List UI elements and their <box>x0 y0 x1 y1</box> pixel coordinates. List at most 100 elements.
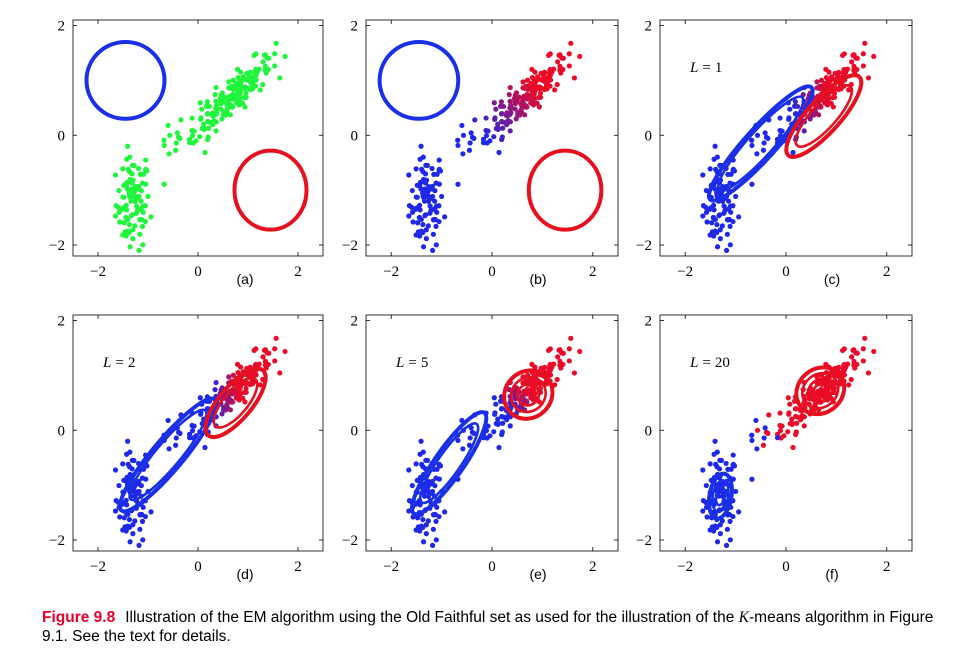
component-ellipse-red <box>203 366 268 440</box>
data-point <box>762 130 768 136</box>
data-point <box>717 531 723 537</box>
data-point <box>409 204 415 211</box>
data-point <box>786 410 792 416</box>
data-point <box>712 438 718 444</box>
figure-number: Figure 9.8 <box>42 609 116 626</box>
data-point <box>230 77 236 83</box>
data-point <box>282 348 288 355</box>
iteration-equals: = <box>702 60 710 76</box>
data-point <box>730 461 736 467</box>
data-point <box>552 87 558 93</box>
data-point <box>495 121 501 127</box>
x-tick-label: 2 <box>883 559 891 575</box>
data-point <box>125 143 131 149</box>
data-point <box>260 354 266 360</box>
data-point <box>263 365 269 371</box>
data-point <box>511 390 517 397</box>
data-point <box>189 422 195 429</box>
data-point <box>761 140 767 146</box>
data-point <box>138 188 144 194</box>
data-point <box>547 346 553 352</box>
data-point <box>760 147 767 153</box>
data-point <box>721 203 727 209</box>
iteration-var: L <box>102 355 111 371</box>
data-point <box>712 143 718 149</box>
data-point <box>143 157 149 163</box>
caption-variable-k: K <box>738 609 749 626</box>
data-point <box>436 476 442 482</box>
data-point <box>126 190 132 196</box>
data-point <box>189 115 195 121</box>
data-point <box>426 183 432 190</box>
data-point <box>226 79 232 85</box>
data-point <box>723 542 730 549</box>
data-point <box>460 132 467 138</box>
data-point <box>213 84 219 91</box>
data-point <box>125 216 131 223</box>
data-point <box>125 438 131 444</box>
data-point <box>765 430 771 436</box>
y-tick-label: 2 <box>645 313 653 329</box>
data-point <box>414 205 420 211</box>
component-ellipse-red <box>807 377 834 404</box>
data-point <box>139 223 146 229</box>
data-point <box>725 171 731 177</box>
panel-label: (e) <box>529 566 546 582</box>
data-point <box>547 51 553 57</box>
data-point <box>272 358 278 364</box>
data-point <box>754 151 760 157</box>
data-point <box>704 514 710 520</box>
data-point <box>166 151 172 157</box>
data-point <box>178 117 184 123</box>
data-point <box>197 100 203 106</box>
data-point <box>423 457 429 463</box>
data-point <box>218 101 224 107</box>
data-point <box>121 515 127 521</box>
data-point <box>120 205 127 211</box>
data-point <box>799 413 805 419</box>
iteration-label: L = 5 <box>395 355 428 371</box>
data-point <box>186 140 193 146</box>
data-point <box>555 354 561 360</box>
data-point <box>708 205 714 211</box>
data-point <box>700 508 706 514</box>
data-point <box>528 100 534 106</box>
data-point <box>528 395 534 401</box>
data-point <box>132 223 138 229</box>
y-tick-label: 2 <box>351 313 359 329</box>
data-point <box>846 87 852 93</box>
data-point <box>720 183 726 190</box>
data-point <box>213 379 219 386</box>
data-point <box>140 209 146 215</box>
data-point <box>762 425 768 431</box>
data-point <box>193 138 199 144</box>
data-point <box>148 509 154 515</box>
data-point <box>233 389 239 395</box>
data-point <box>491 395 497 401</box>
data-point <box>415 220 421 226</box>
data-point <box>709 524 716 530</box>
data-point <box>419 166 425 172</box>
data-point <box>492 410 498 416</box>
data-point <box>841 363 847 369</box>
x-tick-label: −2 <box>383 559 399 575</box>
em-algorithm-figure: −2 0 220−2(a) −2 0 220−2(b) −2 0 220−2(c)L = 1−2 0 2… <box>49 18 913 582</box>
data-point <box>230 372 236 378</box>
data-point <box>233 100 240 106</box>
data-point <box>774 435 781 441</box>
caption-text-part2: -means algorithm in Figure 9.1. See the … <box>42 609 934 645</box>
data-point <box>815 388 821 394</box>
iteration-var: L <box>689 355 698 371</box>
data-point <box>499 118 505 125</box>
data-point <box>568 335 574 341</box>
data-point <box>248 79 255 86</box>
data-point <box>777 422 783 429</box>
data-point <box>116 482 122 489</box>
data-point <box>205 118 211 125</box>
data-point <box>429 183 436 190</box>
data-point <box>749 476 755 482</box>
x-tick-label: 0 <box>488 559 496 575</box>
data-point <box>414 500 420 506</box>
data-point <box>505 111 511 117</box>
data-point <box>798 417 804 423</box>
